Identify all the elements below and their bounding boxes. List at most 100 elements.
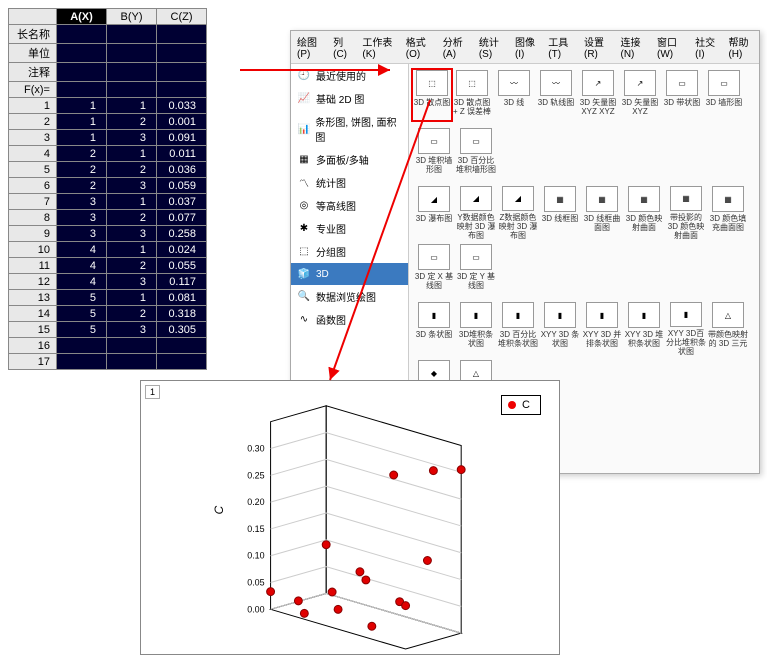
plot-type-item[interactable]: ▭3D 墙形图: [703, 70, 745, 124]
sidebar-item-spec[interactable]: ✱专业图: [291, 217, 408, 240]
row-number[interactable]: 17: [9, 354, 57, 370]
plot-type-item[interactable]: 〰3D 轨线图: [535, 70, 577, 124]
plot-type-item[interactable]: ▦带投影的3D 颜色映射曲面: [665, 186, 707, 240]
cell-c[interactable]: 0.055: [157, 258, 207, 274]
cell-b[interactable]: 3: [107, 130, 157, 146]
cell-c[interactable]: 0.036: [157, 162, 207, 178]
row-number[interactable]: 10: [9, 242, 57, 258]
plot-type-item[interactable]: ⬚3D 散点图: [411, 68, 453, 122]
row-number[interactable]: 3: [9, 130, 57, 146]
cell-c[interactable]: 0.001: [157, 114, 207, 130]
row-number[interactable]: 16: [9, 338, 57, 354]
cell-b[interactable]: 1: [107, 290, 157, 306]
row-number[interactable]: 15: [9, 322, 57, 338]
cell-a[interactable]: 2: [57, 146, 107, 162]
cell-a[interactable]: 5: [57, 306, 107, 322]
cell-c[interactable]: 0.258: [157, 226, 207, 242]
cell-c[interactable]: 0.011: [157, 146, 207, 162]
menu-item[interactable]: 绘图(P): [291, 31, 327, 63]
plot-type-item[interactable]: ↗3D 矢量图 XYZ XYZ: [577, 70, 619, 124]
row-number[interactable]: 8: [9, 210, 57, 226]
cell-b[interactable]: 2: [107, 258, 157, 274]
plot-type-item[interactable]: ◢3D 瀑布图: [413, 186, 455, 240]
sidebar-item-group[interactable]: ⬚分组图: [291, 240, 408, 263]
plot-type-item[interactable]: ▮XYY 3D 并排条状图: [581, 302, 623, 356]
cell-c[interactable]: 0.059: [157, 178, 207, 194]
sidebar-item-3d[interactable]: 🧊3D: [291, 263, 408, 285]
cell-b[interactable]: [107, 354, 157, 370]
cell-c[interactable]: 0.117: [157, 274, 207, 290]
row-number[interactable]: 4: [9, 146, 57, 162]
plot-type-item[interactable]: ▦3D 颜色填充曲面图: [707, 186, 749, 240]
menu-item[interactable]: 格式(O): [400, 31, 437, 63]
cell-b[interactable]: 2: [107, 210, 157, 226]
plot-type-item[interactable]: ◢Y数据颜色映射 3D 瀑布图: [455, 186, 497, 240]
cell-a[interactable]: 1: [57, 130, 107, 146]
menu-item[interactable]: 窗口(W): [651, 31, 689, 63]
menu-item[interactable]: 工具(T): [542, 31, 578, 63]
cell-a[interactable]: 3: [57, 210, 107, 226]
cell-b[interactable]: 1: [107, 98, 157, 114]
plot-type-item[interactable]: ▮3D 条状图: [413, 302, 455, 356]
cell-b[interactable]: 3: [107, 322, 157, 338]
plot-type-item[interactable]: ◢Z数据颜色映射 3D 瀑布图: [497, 186, 539, 240]
plot-type-item[interactable]: ▭3D 百分比堆积墙形图: [455, 128, 497, 182]
worksheet-table[interactable]: A(X) B(Y) C(Z) 长名称 单位 注释 F(x)= 1 1 1 0.0…: [8, 8, 207, 370]
cell-a[interactable]: 2: [57, 178, 107, 194]
plot-type-item[interactable]: ▭3D 定 X 基线图: [413, 244, 455, 298]
plot-type-item[interactable]: ▮3D堆积条状图: [455, 302, 497, 356]
cell-c[interactable]: 0.305: [157, 322, 207, 338]
cell-b[interactable]: 3: [107, 226, 157, 242]
plot-type-item[interactable]: 〰3D 线: [493, 70, 535, 124]
cell-b[interactable]: 2: [107, 306, 157, 322]
menu-item[interactable]: 分析(A): [437, 31, 473, 63]
cell-a[interactable]: 3: [57, 226, 107, 242]
plot-type-item[interactable]: ▦3D 线框曲面图: [581, 186, 623, 240]
cell-c[interactable]: 0.081: [157, 290, 207, 306]
cell-c[interactable]: 0.033: [157, 98, 207, 114]
plot-type-item[interactable]: ▮3D 百分比堆积条状图: [497, 302, 539, 356]
menu-item[interactable]: 设置(R): [578, 31, 615, 63]
menu-item[interactable]: 工作表(K): [356, 31, 399, 63]
sidebar-item-browse[interactable]: 🔍数据浏览绘图: [291, 285, 408, 308]
plot-type-item[interactable]: ▭3D 带状图: [661, 70, 703, 124]
row-number[interactable]: 12: [9, 274, 57, 290]
cell-a[interactable]: 4: [57, 242, 107, 258]
cell-a[interactable]: 1: [57, 114, 107, 130]
plot-type-item[interactable]: ▮XYY 3D 条状图: [539, 302, 581, 356]
menu-item[interactable]: 列(C): [327, 31, 356, 63]
menu-item[interactable]: 统计(S): [473, 31, 509, 63]
row-number[interactable]: 2: [9, 114, 57, 130]
cell-b[interactable]: 3: [107, 178, 157, 194]
col-header-b[interactable]: B(Y): [107, 9, 157, 25]
row-number[interactable]: 11: [9, 258, 57, 274]
plot-type-item[interactable]: ↗3D 矢量图 XYZ: [619, 70, 661, 124]
row-number[interactable]: 13: [9, 290, 57, 306]
cell-a[interactable]: 1: [57, 98, 107, 114]
col-header-a[interactable]: A(X): [57, 9, 107, 25]
cell-b[interactable]: 2: [107, 114, 157, 130]
row-number[interactable]: 7: [9, 194, 57, 210]
cell-a[interactable]: 3: [57, 194, 107, 210]
cell-a[interactable]: 4: [57, 258, 107, 274]
cell-b[interactable]: 2: [107, 162, 157, 178]
row-number[interactable]: 1: [9, 98, 57, 114]
cell-b[interactable]: 1: [107, 194, 157, 210]
plot-type-item[interactable]: ▮XYY 3D 堆积条状图: [623, 302, 665, 356]
row-number[interactable]: 6: [9, 178, 57, 194]
chart-legend[interactable]: C: [501, 395, 541, 415]
cell-c[interactable]: 0.024: [157, 242, 207, 258]
plot-type-item[interactable]: ▮XYY 3D百分比堆积条状图: [665, 302, 707, 356]
row-number[interactable]: 9: [9, 226, 57, 242]
plot-type-item[interactable]: △带颜色映射的 3D 三元: [707, 302, 749, 356]
cell-b[interactable]: 3: [107, 274, 157, 290]
sidebar-item-2d[interactable]: 📈基础 2D 图: [291, 87, 408, 110]
cell-a[interactable]: 5: [57, 322, 107, 338]
cell-c[interactable]: [157, 338, 207, 354]
plot-type-item[interactable]: ⬚3D 散点图 + Z 误差棒: [451, 70, 493, 124]
cell-b[interactable]: 1: [107, 146, 157, 162]
sidebar-item-recent[interactable]: 🕘最近使用的: [291, 64, 408, 87]
cell-a[interactable]: 2: [57, 162, 107, 178]
menu-item[interactable]: 社交(I): [689, 31, 722, 63]
menu-item[interactable]: 图像(I): [509, 31, 542, 63]
